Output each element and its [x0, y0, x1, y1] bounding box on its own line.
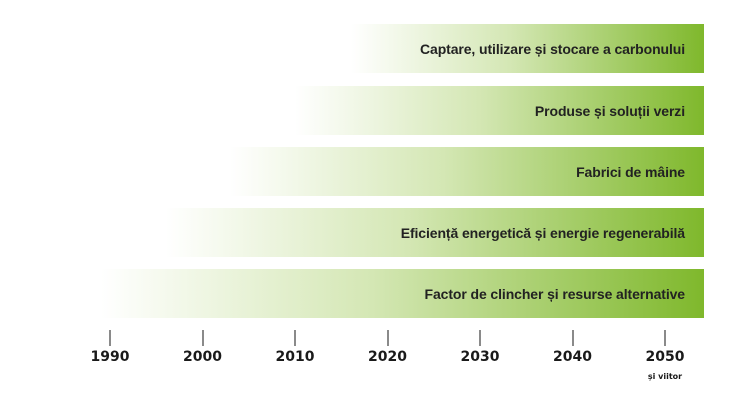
axis-tick: [386, 330, 389, 346]
timeline-band: Captare, utilizare și stocare a carbonul…: [350, 24, 704, 73]
timeline-band: Factor de clincher și resurse alternativ…: [100, 269, 704, 318]
timeline-band-label: Produse și soluții verzi: [534, 102, 685, 119]
year-end-note: și viitor: [647, 372, 683, 381]
axis-year-label: 2040: [553, 349, 592, 365]
axis-year-label: 2050: [645, 349, 685, 365]
timeline-band: Eficiență energetică și energie regenera…: [165, 208, 704, 257]
timeline-band-label: Fabrici de mâine: [576, 163, 685, 180]
axis-tick: [294, 330, 296, 346]
axis-year-label: 2010: [275, 349, 315, 365]
axis-tick: [571, 330, 574, 346]
timeline-band: Fabrici de mâine: [230, 147, 704, 196]
axis-tick: [109, 330, 111, 346]
timeline-band-label: Factor de clincher și resurse alternativ…: [424, 285, 686, 302]
axis-year-label: 2030: [460, 349, 500, 365]
timeline-band: Produse și soluții verzi: [295, 86, 704, 135]
timeline-band-label: Captare, utilizare și stocare a carbonul…: [420, 40, 685, 57]
axis-tick: [201, 330, 204, 346]
timeline-band-label: Eficiență energetică și energie regenera…: [400, 224, 685, 241]
axis-year-label: 2000: [183, 349, 222, 365]
axis-year-label: 1990: [90, 349, 130, 365]
axis-year-label: 2020: [368, 349, 407, 365]
axis-tick: [479, 330, 481, 346]
axis-tick: [664, 330, 666, 346]
